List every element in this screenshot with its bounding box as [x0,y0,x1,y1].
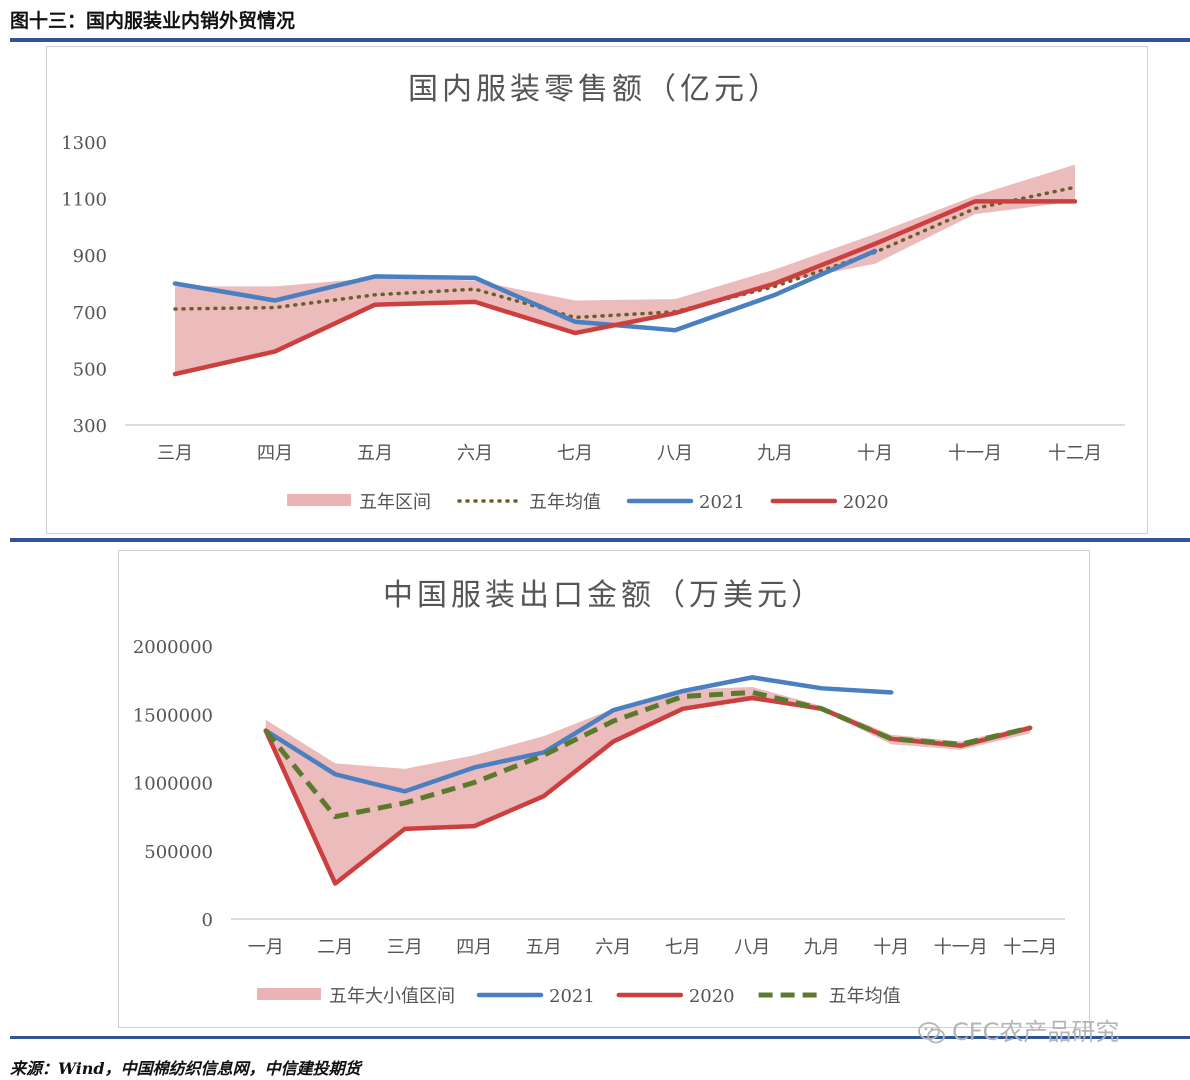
x-tick-label: 十二月 [1003,937,1057,958]
legend-swatch-band [257,988,321,1000]
y-tick-label: 1000000 [133,774,213,795]
y-tick-label: 1100 [61,190,107,211]
y-tick-label: 500000 [144,842,213,863]
legend-label: 五年区间 [359,492,431,513]
band-area [175,164,1075,375]
legend-label: 2021 [699,492,745,513]
export-chart: 中国服装出口金额（万美元） 0 500000 1000000 1500000 200000… [133,578,1065,1007]
y-tick-label: 0 [202,910,213,931]
series-line [263,689,1031,820]
top-rule [10,38,1190,42]
x-tick-label: 四月 [456,937,492,958]
watermark-text: CFC农产品研究 [952,1018,1120,1046]
middle-rule [10,538,1190,542]
x-tick-label: 一月 [248,937,284,958]
legend-label: 五年大小值区间 [329,986,455,1007]
x-tick-label: 九月 [757,443,793,464]
chart-title: 中国服装出口金额（万美元） [383,578,825,613]
bottom-rule [10,1036,1190,1039]
chart-panel-export: 中国服装出口金额（万美元） 0 500000 1000000 1500000 200000… [118,550,1090,1028]
x-tick-label: 八月 [657,443,693,464]
legend-label: 2020 [689,986,735,1007]
watermark: CFC农产品研究 [918,1012,1119,1047]
x-tick-label: 十一月 [934,937,988,958]
figure-title: 图十三：国内服装业内销外贸情况 [10,10,296,32]
y-tick-label: 300 [73,416,107,437]
x-tick-label: 六月 [595,937,631,958]
x-tick-label: 三月 [157,443,193,464]
chart-title: 国内服装零售额（亿元） [408,72,782,107]
x-tick-label: 六月 [457,443,493,464]
x-tick-label: 五月 [357,443,393,464]
legend-label: 五年均值 [529,492,601,513]
source-note: 来源：Wind，中国棉纺织信息网，中信建投期货 [10,1059,361,1078]
legend-label: 2020 [843,492,889,513]
x-tick-label: 十二月 [1048,443,1102,464]
series-line [172,248,878,333]
x-tick-label: 七月 [665,937,701,958]
x-tick-label: 十月 [857,443,893,464]
series-line [173,185,1077,320]
y-tick-label: 2000000 [133,637,213,658]
x-tick-label: 四月 [257,443,293,464]
legend-label: 五年均值 [829,986,901,1007]
x-tick-label: 二月 [317,937,353,958]
y-tick-label: 900 [73,246,107,267]
y-tick-label: 1500000 [133,705,213,726]
x-tick-label: 九月 [804,937,840,958]
legend-label: 2021 [549,986,595,1007]
x-tick-label: 三月 [387,937,423,958]
x-tick-label: 十一月 [948,443,1002,464]
y-tick-label: 1300 [61,133,107,154]
y-tick-label: 700 [73,303,107,324]
chart-panel-retail: 国内服装零售额（亿元） 300 500 700 900 1100 1300 三月 四月 五月 六月 七… [46,46,1148,534]
x-tick-label: 五月 [526,937,562,958]
series-line [172,199,1078,377]
x-tick-label: 十月 [873,937,909,958]
y-tick-label: 500 [73,359,107,380]
x-tick-label: 七月 [557,443,593,464]
retail-chart: 国内服装零售额（亿元） 300 500 700 900 1100 1300 三月 四月 五月 六月 七… [61,72,1125,513]
x-tick-label: 八月 [734,937,770,958]
wechat-icon [918,1022,945,1044]
legend-swatch-band [287,494,351,506]
series-line [263,675,894,794]
